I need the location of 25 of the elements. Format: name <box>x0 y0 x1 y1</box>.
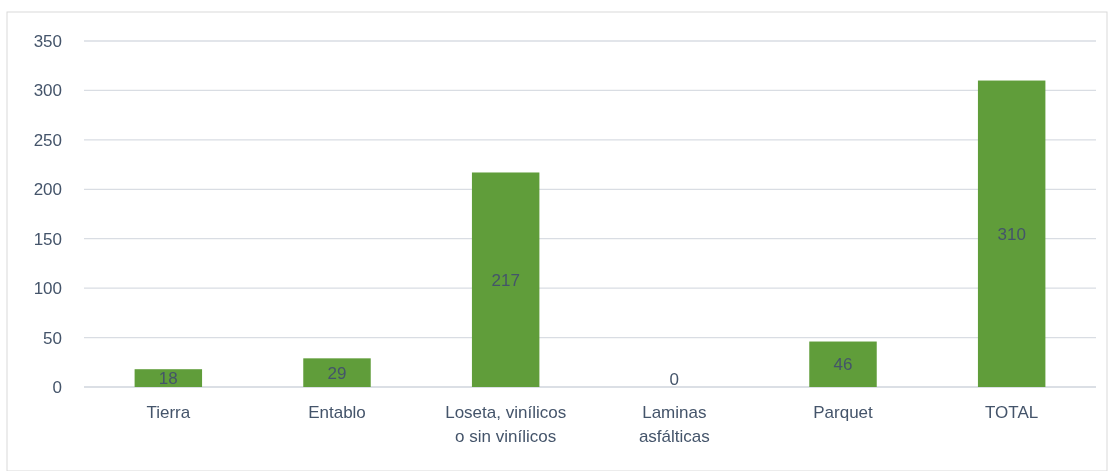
y-tick-label: 50 <box>43 328 62 348</box>
x-tick-label: Laminas asfálticas <box>638 403 710 446</box>
y-tick-label: 350 <box>33 31 62 51</box>
bar <box>471 172 540 387</box>
x-tick-label: Tierra <box>146 403 191 422</box>
x-tick-label: TOTAL <box>985 403 1039 422</box>
y-tick-label: 150 <box>33 229 62 249</box>
y-tick-label: 0 <box>52 377 62 397</box>
data-label: 29 <box>327 363 347 383</box>
y-tick-label: 250 <box>33 130 62 150</box>
bar <box>134 369 203 387</box>
x-tick-label: Loseta, vinílicos o sin vinílicos <box>445 403 567 446</box>
bar <box>977 80 1046 387</box>
data-label: 46 <box>833 355 853 375</box>
data-label: 217 <box>491 270 520 290</box>
x-tick-label: Entablo <box>308 403 366 422</box>
y-tick-label: 200 <box>33 180 62 200</box>
bar <box>809 341 877 387</box>
data-label: 0 <box>669 369 680 389</box>
bar <box>303 358 371 387</box>
data-label: 310 <box>997 224 1026 244</box>
data-label: 18 <box>158 369 178 389</box>
y-tick-label: 100 <box>33 279 62 299</box>
y-tick-label: 300 <box>33 81 62 101</box>
x-tick-label: Parquet <box>813 403 874 422</box>
